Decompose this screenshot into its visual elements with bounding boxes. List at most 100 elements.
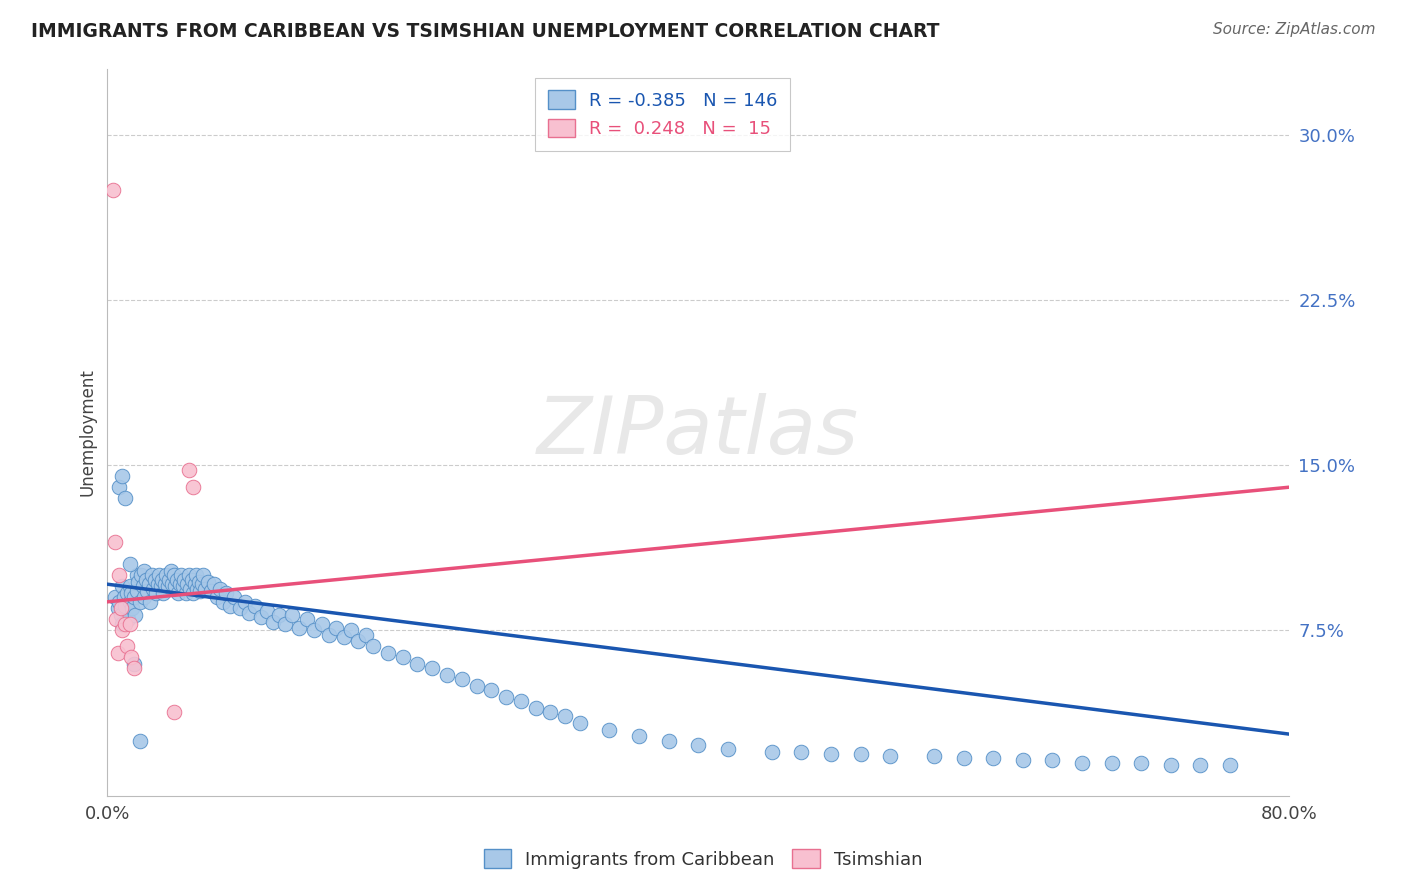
Point (114, 491, 136, 506)
Point (103, 183, 125, 197)
Point (1130, 756, 1153, 770)
Point (127, 574, 149, 589)
Point (160, 564, 183, 578)
Point (118, 558, 141, 572)
Point (184, 568, 207, 582)
Point (347, 634, 370, 648)
Point (197, 574, 219, 589)
Point (120, 649, 142, 664)
Point (538, 705, 561, 719)
Point (509, 694, 531, 708)
Point (262, 615, 284, 629)
Point (111, 579, 134, 593)
Point (110, 601, 132, 615)
Y-axis label: Unemployment: Unemployment (79, 368, 96, 496)
Point (495, 690, 517, 704)
Point (112, 591, 135, 605)
Point (657, 733, 679, 747)
Point (238, 606, 260, 620)
Point (1219, 758, 1241, 772)
Point (169, 577, 191, 591)
Point (134, 564, 156, 578)
Point (142, 582, 165, 596)
Point (146, 577, 169, 591)
Point (107, 601, 129, 615)
Point (1071, 756, 1094, 770)
Point (114, 599, 136, 614)
Point (156, 579, 179, 593)
Point (117, 612, 139, 626)
Point (125, 568, 148, 582)
Point (153, 577, 176, 591)
Point (108, 480, 131, 494)
Point (107, 646, 129, 660)
Point (183, 577, 205, 591)
Point (148, 568, 170, 582)
Point (302, 624, 325, 638)
Point (105, 612, 128, 626)
Point (554, 709, 576, 723)
Point (104, 535, 127, 549)
Point (163, 568, 186, 582)
Point (208, 582, 231, 596)
Point (180, 573, 202, 587)
Point (155, 568, 177, 582)
Point (139, 595, 162, 609)
Point (167, 586, 190, 600)
Point (465, 679, 488, 693)
Point (200, 583, 222, 598)
Point (1101, 756, 1123, 770)
Point (361, 639, 384, 653)
Point (108, 595, 131, 609)
Point (450, 672, 472, 686)
Point (1012, 754, 1035, 768)
Legend: R = -0.385   N = 146, R =  0.248   N =  15: R = -0.385 N = 146, R = 0.248 N = 15 (536, 78, 790, 151)
Point (436, 667, 458, 681)
Point (166, 573, 188, 587)
Point (479, 683, 502, 698)
Point (194, 582, 217, 596)
Point (250, 610, 273, 624)
Point (243, 599, 266, 614)
Point (267, 608, 290, 623)
Point (165, 579, 187, 593)
Point (174, 586, 197, 600)
Legend: Immigrants from Caribbean, Tsimshian: Immigrants from Caribbean, Tsimshian (477, 842, 929, 876)
Point (145, 586, 167, 600)
Point (219, 599, 242, 614)
Point (108, 568, 131, 582)
Point (120, 586, 142, 600)
Point (141, 568, 163, 582)
Point (224, 591, 246, 605)
Text: IMMIGRANTS FROM CARIBBEAN VS TSIMSHIAN UNEMPLOYMENT CORRELATION CHART: IMMIGRANTS FROM CARIBBEAN VS TSIMSHIAN U… (31, 22, 939, 41)
Point (214, 586, 236, 600)
Point (202, 577, 225, 591)
Point (176, 577, 198, 591)
Point (152, 586, 174, 600)
Point (420, 661, 443, 675)
Point (820, 747, 842, 761)
Point (191, 577, 214, 591)
Point (354, 628, 377, 642)
Point (121, 601, 143, 615)
Point (233, 595, 256, 609)
Point (273, 616, 295, 631)
Point (114, 616, 136, 631)
Point (953, 751, 976, 765)
Point (186, 582, 208, 596)
Point (128, 733, 150, 747)
Point (879, 749, 901, 764)
Point (163, 705, 186, 719)
Point (131, 568, 153, 582)
Point (181, 586, 204, 600)
Point (179, 582, 201, 596)
Point (173, 573, 195, 587)
Point (924, 749, 946, 764)
Point (377, 646, 399, 660)
Point (104, 591, 127, 605)
Point (118, 616, 141, 631)
Point (311, 616, 333, 631)
Point (136, 583, 159, 598)
Point (122, 657, 145, 671)
Point (256, 604, 278, 618)
